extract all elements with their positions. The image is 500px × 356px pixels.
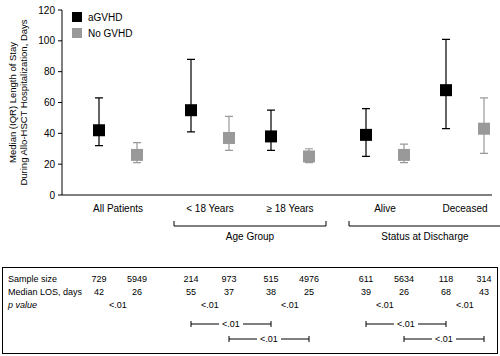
table-cell: 973 [221,274,236,284]
error-bar [442,39,450,128]
table-cell: 26 [399,287,409,297]
table-cell: 4976 [299,274,319,284]
error-bar [267,110,275,150]
y-tick-label: 100 [38,35,55,46]
table-frame [3,268,498,354]
y-tick-label: 20 [44,159,56,170]
y-label-line: During Allo-HSCT Hospitalization, Days [18,19,29,185]
comparison-p: <.01 [260,334,278,344]
y-tick [58,40,62,41]
x-tick-label: ≥ 18 Years [266,203,313,214]
median-marker [223,132,235,144]
group-label: Status at Discharge [381,231,469,242]
x-axis [62,195,492,196]
median-marker [185,104,197,116]
y-tick [58,71,62,72]
table-cell: 26 [132,287,142,297]
table-cell: 39 [361,287,371,297]
table-cell: 38 [266,287,276,297]
p-value: <.01 [376,300,394,310]
legend-swatch [72,28,82,38]
table-cell: 118 [439,274,453,284]
legend-label: aGVHD [88,12,122,23]
table-cell: 515 [263,274,278,284]
y-tick [58,10,62,11]
y-tick-label: 60 [44,97,56,108]
y-label: Median (IQR) Length of StayDuring Allo-H… [7,19,29,185]
y-tick-label: 120 [38,5,55,16]
group-label: Age Group [226,231,275,242]
p-value: <.01 [281,300,299,310]
median-marker [131,149,143,161]
p-value: <.01 [109,300,127,310]
comparison-label-bg [394,318,418,329]
y-tick [58,195,62,196]
median-marker [398,149,410,161]
p-value: <.01 [201,300,219,310]
y-tick-label: 40 [44,128,56,139]
table-cell: 42 [94,287,104,297]
table-cell: 214 [183,274,198,284]
median-marker [440,84,452,96]
x-tick-label: Deceased [442,203,487,214]
x-tick-label: < 18 Years [186,203,234,214]
error-bar [187,59,195,131]
table-cell: 55 [186,287,196,297]
y-tick-label: 80 [44,66,56,77]
x-tick-label: Alive [374,203,396,214]
y-tick [58,164,62,165]
marks [93,39,490,162]
comparison-p: <.01 [397,319,415,329]
median-marker [478,123,490,135]
y-tick [58,133,62,134]
table-cell: 68 [441,287,451,297]
comparison-label-bg [257,333,281,344]
comparison-label-bg [432,333,456,344]
table-row-label: Sample size [8,274,57,284]
table-cell: 729 [91,274,106,284]
y-label-line: Median (IQR) Length of Stay [7,42,18,163]
comparison-p: <.01 [222,319,240,329]
table-cell: 5949 [127,274,147,284]
table-cell: 43 [479,287,489,297]
table-cell: 25 [304,287,314,297]
legend-label: No GVHD [88,28,132,39]
x-tick-label: All Patients [93,203,143,214]
table-row-label: Median LOS, days [8,287,83,297]
comparison-label-bg [219,318,243,329]
table-cell: 611 [359,274,373,284]
p-value: <.01 [456,300,474,310]
median-marker [265,130,277,142]
median-marker [93,124,105,136]
error-bar [95,98,103,146]
table-cell: 5634 [394,274,414,284]
median-marker [360,129,372,141]
group-bracket [349,221,500,226]
table-row-label: p value [7,300,37,310]
table-cell: 314 [476,274,491,284]
chart: 0 20 40 60 80 100 120 Median (IQR) Length of St… [0,0,500,356]
comparison-p: <.01 [435,334,453,344]
y-tick-label: 0 [49,190,55,201]
legend-swatch [72,12,82,22]
group-bracket [174,221,326,226]
median-marker [303,150,315,162]
table-cell: 37 [224,287,234,297]
y-tick [58,102,62,103]
